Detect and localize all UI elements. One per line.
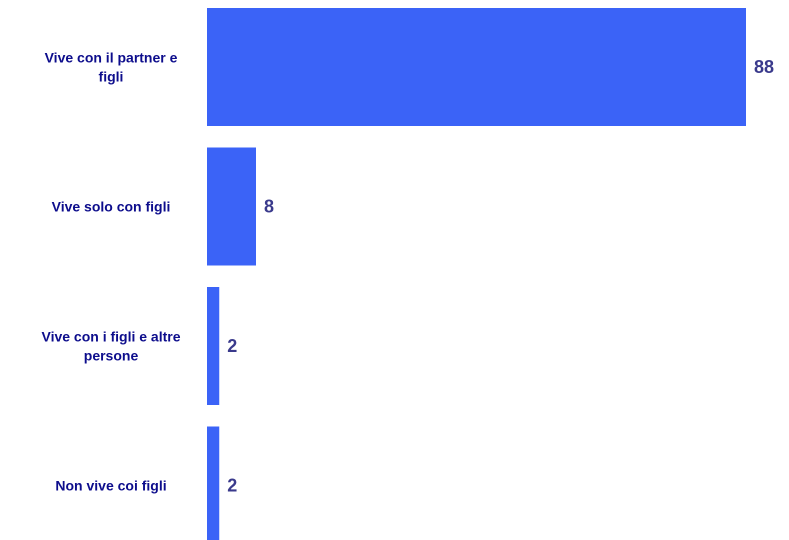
category-label-3: Vive con i figli e altre persone — [41, 329, 180, 364]
category-label-line: Vive con i figli e altre — [41, 329, 180, 345]
bar-1 — [207, 8, 746, 126]
category-label-line: Non vive coi figli — [55, 478, 166, 494]
category-label-2: Vive solo con figli — [52, 199, 171, 215]
value-label-2: 8 — [264, 197, 274, 217]
value-label-1: 88 — [754, 57, 774, 77]
category-label-4: Non vive coi figli — [55, 478, 166, 494]
category-label-line: persone — [84, 348, 139, 364]
category-label-line: figli — [99, 69, 124, 85]
category-label-1: Vive con il partner e figli — [45, 50, 178, 85]
bar-3 — [207, 287, 220, 405]
bar-2 — [207, 147, 256, 266]
bar-4 — [207, 426, 220, 540]
value-label-4: 2 — [227, 476, 237, 496]
value-label-3: 2 — [227, 336, 237, 356]
category-label-line: Vive con il partner e — [45, 50, 178, 66]
category-label-line: Vive solo con figli — [52, 199, 171, 215]
